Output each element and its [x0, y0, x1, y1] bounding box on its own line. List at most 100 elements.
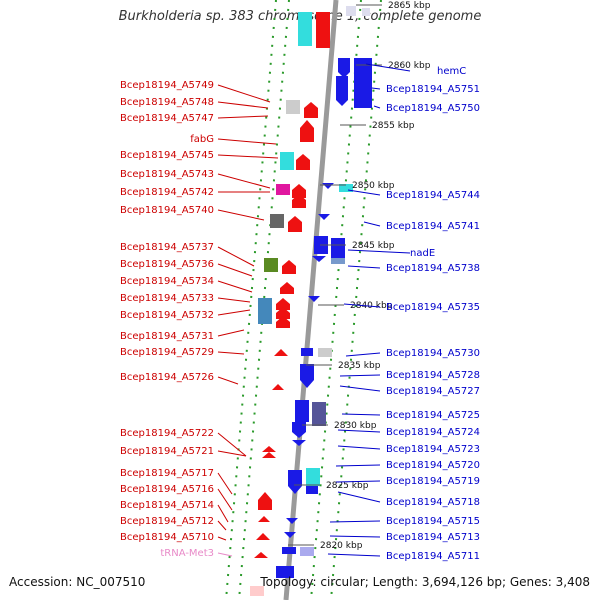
gene-feature[interactable] — [258, 492, 272, 510]
gene-feature[interactable] — [282, 260, 296, 274]
gene-feature[interactable] — [250, 586, 264, 596]
gene-feature[interactable] — [276, 566, 294, 578]
gene-feature[interactable] — [282, 547, 296, 554]
gene-label[interactable]: Bcep18194_A5728 — [386, 370, 480, 381]
gene-feature[interactable] — [331, 258, 345, 264]
gene-label[interactable]: Bcep18194_A5734 — [120, 276, 214, 287]
gene-feature[interactable] — [276, 298, 290, 310]
gene-feature[interactable] — [318, 214, 330, 220]
gene-feature[interactable] — [336, 76, 348, 106]
gene-label[interactable]: Bcep18194_A5729 — [120, 347, 214, 358]
gene-feature[interactable] — [362, 8, 370, 16]
gene-feature[interactable] — [318, 348, 332, 357]
gene-feature[interactable] — [292, 422, 306, 438]
gene-label[interactable]: Bcep18194_A5742 — [120, 187, 214, 198]
gene-label[interactable]: Bcep18194_A5751 — [386, 84, 480, 95]
trna-label[interactable]: tRNA-Met3 — [160, 548, 214, 559]
gene-label[interactable]: Bcep18194_A5748 — [120, 97, 214, 108]
gene-feature[interactable] — [288, 470, 302, 494]
gene-feature[interactable] — [300, 364, 314, 388]
gene-feature[interactable] — [312, 256, 326, 262]
gene-feature[interactable] — [274, 349, 288, 356]
gene-label[interactable]: Bcep18194_A5725 — [386, 410, 480, 421]
gene-feature[interactable] — [262, 446, 276, 452]
gene-feature[interactable] — [280, 282, 294, 294]
gene-label[interactable]: Bcep18194_A5711 — [386, 551, 480, 562]
gene-feature[interactable] — [276, 307, 290, 319]
gene-feature[interactable] — [301, 348, 313, 356]
gene-label[interactable]: Bcep18194_A5732 — [120, 310, 214, 321]
gene-feature[interactable] — [300, 120, 314, 142]
gene-feature[interactable] — [322, 183, 334, 189]
gene-feature[interactable] — [256, 533, 270, 540]
gene-label[interactable]: Bcep18194_A5724 — [386, 427, 480, 438]
gene-label[interactable]: Bcep18194_A5731 — [120, 331, 214, 342]
gene-feature[interactable] — [292, 194, 306, 208]
gene-label[interactable]: Bcep18194_A5737 — [120, 242, 214, 253]
gene-feature[interactable] — [276, 316, 290, 328]
gene-label[interactable]: Bcep18194_A5715 — [386, 516, 480, 527]
gene-feature[interactable] — [316, 12, 330, 48]
gene-label[interactable]: Bcep18194_A5720 — [386, 460, 480, 471]
gene-feature[interactable] — [262, 452, 276, 458]
gene-feature[interactable] — [296, 154, 310, 170]
gene-label[interactable]: Bcep18194_A5710 — [120, 532, 214, 543]
gene-feature[interactable] — [306, 468, 320, 486]
gene-label[interactable]: Bcep18194_A5733 — [120, 293, 214, 304]
gene-label[interactable]: Bcep18194_A5740 — [120, 205, 214, 216]
gene-label[interactable]: nadE — [410, 248, 435, 259]
gene-label[interactable]: Bcep18194_A5723 — [386, 444, 480, 455]
gene-feature[interactable] — [284, 532, 296, 538]
gene-feature[interactable] — [258, 516, 270, 522]
gene-feature[interactable] — [300, 547, 314, 556]
gene-label[interactable]: Bcep18194_A5716 — [120, 484, 214, 495]
gene-label[interactable]: Bcep18194_A5718 — [386, 497, 480, 508]
gene-feature[interactable] — [354, 58, 372, 108]
gene-feature[interactable] — [308, 296, 320, 302]
gene-feature[interactable] — [288, 216, 302, 232]
gene-label[interactable]: Bcep18194_A5719 — [386, 476, 480, 487]
gene-label[interactable]: Bcep18194_A5727 — [386, 386, 480, 397]
gene-label[interactable]: Bcep18194_A5744 — [386, 190, 480, 201]
gene-label[interactable]: Bcep18194_A5735 — [386, 302, 480, 313]
gene-feature[interactable] — [254, 552, 268, 558]
gene-label[interactable]: Bcep18194_A5712 — [120, 516, 214, 527]
gene-feature[interactable] — [304, 102, 318, 118]
gene-label[interactable]: Bcep18194_A5730 — [386, 348, 480, 359]
gene-feature[interactable] — [276, 184, 290, 195]
gene-feature[interactable] — [312, 402, 326, 426]
gene-feature[interactable] — [258, 298, 272, 324]
gene-label[interactable]: Bcep18194_A5741 — [386, 221, 480, 232]
gene-feature[interactable] — [270, 214, 284, 228]
gene-feature[interactable] — [286, 518, 298, 524]
gene-feature[interactable] — [331, 238, 345, 258]
gene-label[interactable]: hemC — [437, 66, 466, 77]
genome-summary: Topology: circular; Length: 3,694,126 bp… — [260, 575, 590, 589]
gene-label[interactable]: Bcep18194_A5738 — [386, 263, 480, 274]
gene-label[interactable]: Bcep18194_A5736 — [120, 259, 214, 270]
gene-label[interactable]: Bcep18194_A5750 — [386, 103, 480, 114]
gene-feature[interactable] — [264, 258, 278, 272]
gene-label[interactable]: Bcep18194_A5722 — [120, 428, 214, 439]
gene-feature[interactable] — [286, 100, 300, 114]
gene-label[interactable]: Bcep18194_A5747 — [120, 113, 214, 124]
gene-label[interactable]: Bcep18194_A5713 — [386, 532, 480, 543]
gene-feature[interactable] — [280, 152, 294, 170]
gene-label[interactable]: fabG — [190, 134, 214, 145]
gene-feature[interactable] — [295, 400, 309, 422]
gene-feature[interactable] — [272, 384, 284, 390]
gene-label[interactable]: Bcep18194_A5745 — [120, 150, 214, 161]
gene-feature[interactable] — [292, 184, 306, 198]
gene-feature[interactable] — [298, 12, 312, 46]
gene-feature[interactable] — [339, 184, 353, 192]
gene-label[interactable]: Bcep18194_A5714 — [120, 500, 214, 511]
gene-feature[interactable] — [346, 6, 356, 16]
gene-feature[interactable] — [292, 440, 306, 446]
gene-label[interactable]: Bcep18194_A5721 — [120, 446, 214, 457]
gene-label[interactable]: Bcep18194_A5749 — [120, 80, 214, 91]
gene-label[interactable]: Bcep18194_A5743 — [120, 169, 214, 180]
gene-feature[interactable] — [306, 486, 318, 494]
gene-label[interactable]: Bcep18194_A5717 — [120, 468, 214, 479]
gene-label[interactable]: Bcep18194_A5726 — [120, 372, 214, 383]
gene-feature[interactable] — [338, 58, 350, 78]
